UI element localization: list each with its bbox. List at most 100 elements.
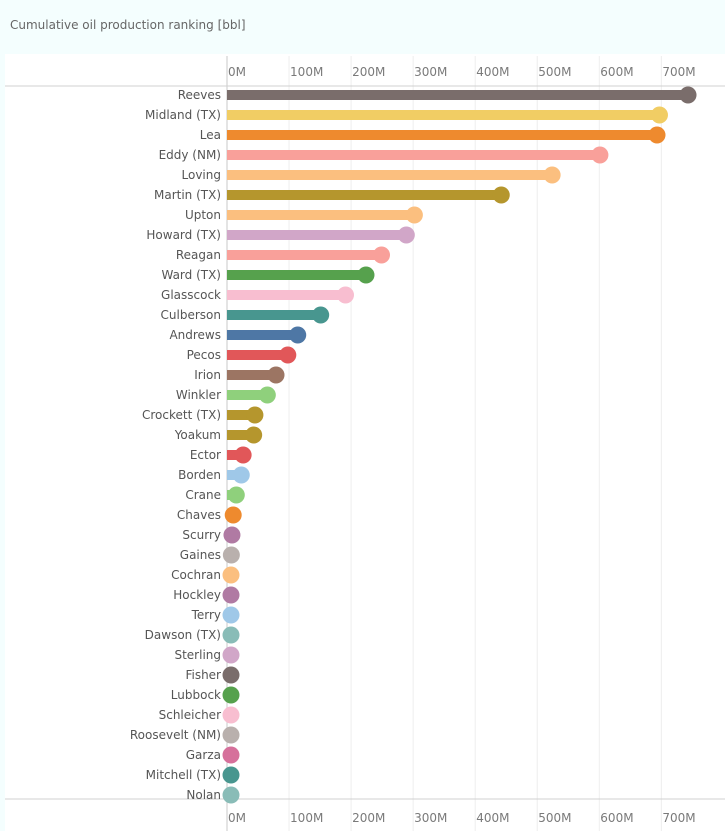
- category-label: Ward (TX): [161, 268, 221, 282]
- chart-title: Cumulative oil production ranking [bbl]: [10, 18, 246, 32]
- category-label: Roosevelt (NM): [130, 728, 221, 742]
- lollipop-head: [279, 346, 297, 364]
- lollipop-head: [492, 186, 510, 204]
- lollipop-head: [222, 726, 240, 744]
- lollipop-stick: [227, 170, 553, 180]
- lollipop-head: [223, 526, 241, 544]
- category-label: Hockley: [173, 588, 221, 602]
- lollipop-head: [405, 206, 423, 224]
- category-label: Reeves: [178, 88, 221, 102]
- lollipop-stick: [227, 190, 502, 200]
- category-label: Culberson: [161, 308, 221, 322]
- category-label: Pecos: [187, 348, 221, 362]
- bottom-tick-label: 500M: [538, 811, 571, 825]
- bottom-tick-label: 400M: [476, 811, 509, 825]
- lollipop-head: [222, 706, 240, 724]
- category-label: Crane: [185, 488, 221, 502]
- lollipop-head: [245, 426, 263, 444]
- lollipop-head: [227, 486, 245, 504]
- category-label: Borden: [178, 468, 221, 482]
- bottom-tick-label: 100M: [290, 811, 323, 825]
- lollipop-stick: [227, 410, 255, 420]
- category-label: Nolan: [186, 788, 221, 802]
- top-tick-label: 0M: [228, 65, 246, 79]
- lollipop-head: [289, 326, 307, 344]
- lollipop-stick: [227, 330, 298, 340]
- category-label: Lea: [200, 128, 221, 142]
- category-label: Irion: [194, 368, 221, 382]
- lollipop-head: [591, 146, 609, 164]
- lollipop-head: [222, 746, 240, 764]
- lollipop-stick: [227, 110, 660, 120]
- top-tick-label: 700M: [662, 65, 695, 79]
- top-tick-label: 600M: [600, 65, 633, 79]
- lollipop-head: [397, 226, 415, 244]
- category-label: Chaves: [177, 508, 221, 522]
- lollipop-head: [258, 386, 276, 404]
- lollipop-head: [543, 166, 561, 184]
- lollipop-head: [224, 506, 242, 524]
- lollipop-head: [222, 666, 240, 684]
- category-label: Glasscock: [161, 288, 221, 302]
- category-label: Martin (TX): [154, 188, 221, 202]
- lollipop-head: [650, 106, 668, 124]
- lollipop-head: [337, 286, 355, 304]
- lollipop-head: [222, 786, 240, 804]
- category-label: Eddy (NM): [159, 148, 221, 162]
- lollipop-head: [234, 446, 252, 464]
- lollipop-stick: [227, 270, 366, 280]
- bottom-tick-label: 600M: [600, 811, 633, 825]
- lollipop-head: [312, 306, 330, 324]
- lollipop-head: [222, 686, 240, 704]
- category-label: Scurry: [182, 528, 221, 542]
- lollipop-stick: [227, 210, 415, 220]
- lollipop-head: [222, 646, 240, 664]
- category-label: Schleicher: [159, 708, 221, 722]
- lollipop-stick: [227, 350, 288, 360]
- lollipop-head: [222, 626, 240, 644]
- category-label: Loving: [182, 168, 221, 182]
- lollipop-head: [267, 366, 285, 384]
- category-label: Garza: [186, 748, 221, 762]
- lollipop-head: [222, 586, 240, 604]
- lollipop-stick: [227, 250, 382, 260]
- lollipop-head: [222, 546, 240, 564]
- lollipop-head: [648, 126, 666, 144]
- bottom-tick-label: 700M: [662, 811, 695, 825]
- top-tick-label: 500M: [538, 65, 571, 79]
- category-label: Lubbock: [171, 688, 221, 702]
- category-label: Upton: [185, 208, 221, 222]
- category-label: Terry: [191, 608, 221, 622]
- lollipop-head: [232, 466, 250, 484]
- lollipop-stick: [227, 390, 268, 400]
- lollipop-stick: [227, 150, 600, 160]
- category-label: Ector: [190, 448, 221, 462]
- top-tick-label: 400M: [476, 65, 509, 79]
- lollipop-head: [357, 266, 375, 284]
- category-label: Cochran: [171, 568, 221, 582]
- bottom-tick-label: 200M: [352, 811, 385, 825]
- category-label: Winkler: [176, 388, 221, 402]
- top-tick-label: 300M: [414, 65, 447, 79]
- category-label: Gaines: [180, 548, 221, 562]
- category-label: Mitchell (TX): [146, 768, 221, 782]
- lollipop-head: [222, 606, 240, 624]
- category-label: Yoakum: [174, 428, 221, 442]
- lollipop-stick: [227, 290, 346, 300]
- category-label: Dawson (TX): [145, 628, 221, 642]
- lollipop-head: [246, 406, 264, 424]
- category-label: Crockett (TX): [142, 408, 221, 422]
- lollipop-head: [373, 246, 391, 264]
- category-label: Howard (TX): [146, 228, 221, 242]
- chart-panel: [5, 54, 725, 831]
- category-label: Andrews: [169, 328, 221, 342]
- lollipop-stick: [227, 130, 658, 140]
- category-label: Sterling: [174, 648, 221, 662]
- lollipop-stick: [227, 370, 277, 380]
- lollipop-stick: [227, 310, 321, 320]
- lollipop-stick: [227, 430, 254, 440]
- category-label: Reagan: [176, 248, 221, 262]
- lollipop-head: [222, 766, 240, 784]
- top-tick-label: 200M: [352, 65, 385, 79]
